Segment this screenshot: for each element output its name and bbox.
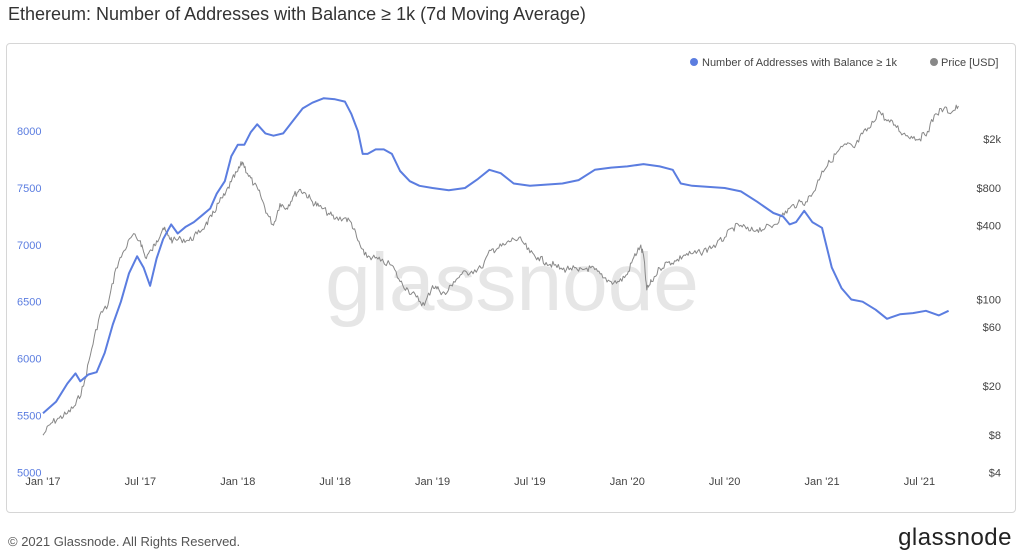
series-line-addresses bbox=[42, 97, 950, 414]
y-right-tick-label: $20 bbox=[983, 381, 1001, 393]
x-axis-ticks: Jan '17 Jul '17 Jan '18 Jul '18 Jan '19 Jul '… bbox=[25, 476, 935, 488]
x-tick-label: Jul '19 bbox=[514, 476, 545, 488]
x-tick-label: Jan '21 bbox=[804, 476, 839, 488]
brand-logo: glassnode bbox=[898, 524, 1012, 551]
legend-label-addresses: Number of Addresses with Balance ≥ 1k bbox=[702, 57, 897, 69]
y-left-axis-ticks: 5000 5500 6000 6500 7000 7500 8000 bbox=[17, 126, 41, 479]
y-left-tick-label: 7500 bbox=[17, 183, 41, 195]
chart-title: Ethereum: Number of Addresses with Balan… bbox=[8, 4, 586, 24]
x-tick-label: Jul '18 bbox=[319, 476, 350, 488]
chart-panel bbox=[6, 43, 1016, 513]
copyright-text: © 2021 Glassnode. All Rights Reserved. bbox=[8, 534, 241, 549]
y-right-tick-label: $400 bbox=[977, 220, 1001, 232]
watermark: glassnode bbox=[325, 237, 699, 328]
y-right-tick-label: $2k bbox=[983, 134, 1001, 146]
y-right-tick-label: $60 bbox=[983, 322, 1001, 334]
x-tick-label: Jan '18 bbox=[220, 476, 255, 488]
y-left-tick-label: 8000 bbox=[17, 126, 41, 138]
y-left-tick-label: 6000 bbox=[17, 354, 41, 366]
legend-marker-price bbox=[930, 58, 938, 66]
y-right-tick-label: $800 bbox=[977, 183, 1001, 195]
legend-item-addresses[interactable]: Number of Addresses with Balance ≥ 1k bbox=[690, 57, 897, 69]
x-tick-label: Jul '17 bbox=[125, 476, 156, 488]
y-left-tick-label: 6500 bbox=[17, 297, 41, 309]
legend-label-price: Price [USD] bbox=[941, 57, 998, 69]
legend: Number of Addresses with Balance ≥ 1k Pr… bbox=[690, 57, 998, 69]
legend-item-price[interactable]: Price [USD] bbox=[930, 57, 998, 69]
y-right-tick-label: $4 bbox=[989, 467, 1001, 479]
y-right-axis-ticks: $4 $8 $20 $60 $100 $400 $800 $2k bbox=[977, 134, 1002, 479]
y-right-tick-label: $100 bbox=[977, 295, 1001, 307]
y-right-tick-label: $8 bbox=[989, 430, 1001, 442]
x-tick-label: Jul '20 bbox=[709, 476, 740, 488]
series-line-price bbox=[42, 104, 959, 436]
y-left-tick-label: 7000 bbox=[17, 240, 41, 252]
x-tick-label: Jan '19 bbox=[415, 476, 450, 488]
legend-marker-addresses bbox=[690, 58, 698, 66]
x-tick-label: Jul '21 bbox=[904, 476, 935, 488]
y-left-tick-label: 5000 bbox=[17, 467, 41, 479]
x-tick-label: Jan '20 bbox=[610, 476, 645, 488]
x-tick-label: Jan '17 bbox=[25, 476, 60, 488]
y-left-tick-label: 5500 bbox=[17, 410, 41, 422]
